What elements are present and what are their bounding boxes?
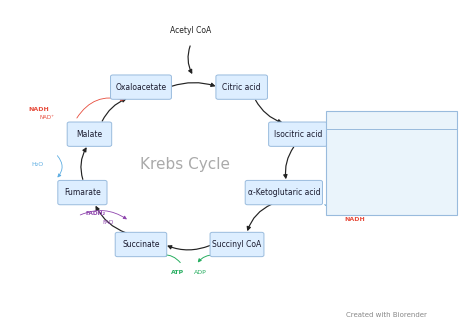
FancyArrowPatch shape (168, 246, 210, 250)
Text: Isocitric acid: Isocitric acid (273, 130, 322, 139)
FancyBboxPatch shape (67, 122, 112, 146)
Text: Malate: Malate (76, 130, 102, 139)
Text: NADH: NADH (346, 162, 367, 167)
Text: CO₂: CO₂ (343, 201, 353, 207)
Text: PRODUCTS: PRODUCTS (364, 117, 419, 126)
Text: 8: 8 (343, 160, 349, 170)
FancyArrowPatch shape (172, 82, 214, 86)
Text: NAD⁺: NAD⁺ (344, 147, 358, 152)
Text: NADH: NADH (29, 107, 50, 112)
FancyArrowPatch shape (102, 99, 126, 121)
Text: 2: 2 (343, 181, 349, 191)
FancyArrowPatch shape (188, 46, 191, 73)
Text: NAD⁺: NAD⁺ (39, 115, 55, 120)
FancyArrowPatch shape (284, 147, 294, 178)
Text: 6: 6 (343, 201, 349, 211)
FancyBboxPatch shape (115, 232, 167, 257)
FancyBboxPatch shape (216, 75, 267, 99)
Text: ADP: ADP (194, 270, 207, 275)
Text: NADH: NADH (345, 217, 365, 222)
FancyArrowPatch shape (255, 100, 282, 123)
FancyArrowPatch shape (164, 253, 180, 263)
Text: ATP: ATP (171, 270, 184, 275)
Text: FADH₂: FADH₂ (86, 211, 106, 216)
Text: Created with Biorender: Created with Biorender (346, 312, 428, 318)
FancyBboxPatch shape (110, 75, 172, 99)
Text: Acetyl CoA: Acetyl CoA (171, 26, 212, 35)
Text: CO₂: CO₂ (356, 201, 376, 211)
FancyBboxPatch shape (269, 122, 327, 146)
FancyBboxPatch shape (326, 112, 457, 215)
Text: FADH₂: FADH₂ (356, 181, 390, 191)
Text: Succinyl CoA: Succinyl CoA (212, 240, 262, 249)
Text: Succinate: Succinate (122, 240, 160, 249)
Text: NAD⁺: NAD⁺ (339, 209, 354, 214)
FancyBboxPatch shape (58, 181, 107, 205)
Text: ATP: ATP (356, 140, 377, 150)
FancyBboxPatch shape (245, 181, 322, 205)
Text: 2: 2 (343, 140, 349, 150)
Text: NADH: NADH (356, 160, 388, 170)
Text: H₂O: H₂O (31, 162, 44, 168)
FancyBboxPatch shape (210, 232, 264, 257)
Text: Krebs Cycle: Krebs Cycle (140, 157, 230, 173)
FancyArrowPatch shape (199, 255, 214, 262)
Text: FAD: FAD (102, 220, 114, 225)
FancyArrowPatch shape (247, 204, 272, 230)
FancyArrowPatch shape (96, 207, 127, 233)
Text: α-Ketoglutaric acid: α-Ketoglutaric acid (247, 188, 320, 197)
Text: Fumarate: Fumarate (64, 188, 101, 197)
Text: Oxaloacetate: Oxaloacetate (115, 82, 166, 92)
Text: CO₂: CO₂ (347, 140, 357, 145)
Text: Citric acid: Citric acid (222, 82, 261, 92)
FancyArrowPatch shape (81, 148, 86, 180)
